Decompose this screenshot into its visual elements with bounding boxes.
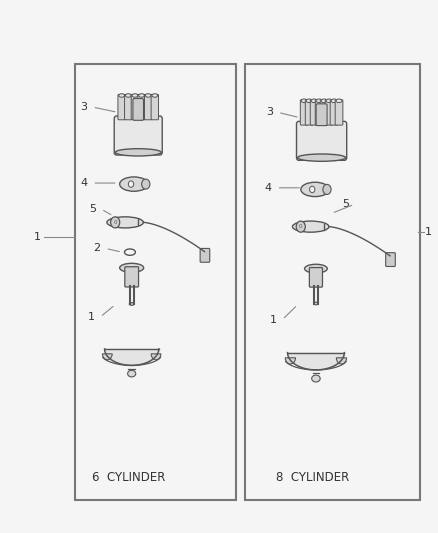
FancyBboxPatch shape [300, 100, 308, 125]
FancyBboxPatch shape [200, 248, 210, 262]
Ellipse shape [111, 217, 120, 228]
Text: 2: 2 [93, 244, 100, 253]
FancyBboxPatch shape [315, 100, 323, 125]
FancyBboxPatch shape [118, 94, 125, 120]
Text: 0: 0 [113, 220, 117, 225]
Ellipse shape [119, 94, 124, 97]
Ellipse shape [314, 302, 318, 305]
FancyBboxPatch shape [309, 268, 322, 287]
Text: 1: 1 [34, 232, 41, 243]
Ellipse shape [296, 221, 305, 232]
FancyBboxPatch shape [320, 100, 328, 125]
FancyBboxPatch shape [131, 94, 138, 120]
FancyBboxPatch shape [133, 99, 144, 120]
Text: 1: 1 [270, 314, 277, 325]
Ellipse shape [297, 154, 346, 161]
Ellipse shape [311, 99, 317, 103]
Ellipse shape [115, 149, 161, 156]
Bar [75, 64, 237, 500]
FancyBboxPatch shape [151, 94, 159, 120]
Text: 3: 3 [266, 107, 273, 117]
FancyBboxPatch shape [125, 266, 138, 287]
Text: 4: 4 [80, 178, 87, 188]
FancyBboxPatch shape [330, 100, 338, 125]
Ellipse shape [127, 370, 136, 377]
Wedge shape [285, 358, 296, 364]
Ellipse shape [132, 94, 138, 97]
Ellipse shape [310, 186, 315, 192]
Ellipse shape [301, 182, 329, 197]
FancyBboxPatch shape [386, 253, 396, 266]
Ellipse shape [129, 303, 134, 305]
Text: 3: 3 [80, 102, 87, 112]
Ellipse shape [120, 177, 148, 191]
Wedge shape [151, 354, 161, 360]
Text: 5: 5 [89, 204, 96, 214]
FancyBboxPatch shape [335, 100, 343, 125]
Ellipse shape [312, 375, 320, 382]
Wedge shape [336, 358, 346, 364]
Ellipse shape [326, 99, 332, 103]
Ellipse shape [304, 264, 327, 273]
Ellipse shape [145, 94, 151, 97]
Bar [245, 64, 420, 500]
Wedge shape [102, 354, 112, 360]
Ellipse shape [141, 179, 150, 189]
Ellipse shape [120, 263, 144, 272]
Ellipse shape [331, 99, 337, 103]
FancyBboxPatch shape [124, 94, 132, 120]
FancyBboxPatch shape [114, 116, 162, 155]
Ellipse shape [125, 94, 131, 97]
Ellipse shape [321, 99, 327, 103]
Ellipse shape [336, 99, 342, 103]
Ellipse shape [128, 181, 134, 187]
Text: 6  CYLINDER: 6 CYLINDER [92, 472, 166, 484]
Ellipse shape [293, 221, 329, 232]
Text: 0: 0 [299, 224, 303, 229]
Ellipse shape [306, 99, 312, 103]
Ellipse shape [152, 94, 158, 97]
FancyBboxPatch shape [305, 100, 313, 125]
FancyBboxPatch shape [310, 100, 318, 125]
Ellipse shape [323, 184, 331, 195]
Ellipse shape [301, 99, 307, 103]
Text: 1: 1 [88, 312, 95, 322]
Ellipse shape [139, 94, 145, 97]
Ellipse shape [316, 99, 322, 103]
Text: 8  CYLINDER: 8 CYLINDER [276, 472, 349, 484]
Text: 1: 1 [425, 227, 432, 237]
Text: 4: 4 [265, 183, 272, 193]
FancyBboxPatch shape [138, 94, 145, 120]
Text: 5: 5 [342, 199, 349, 209]
FancyBboxPatch shape [145, 94, 152, 120]
FancyBboxPatch shape [316, 104, 327, 126]
FancyBboxPatch shape [325, 100, 333, 125]
FancyBboxPatch shape [297, 122, 347, 160]
Ellipse shape [107, 217, 143, 228]
